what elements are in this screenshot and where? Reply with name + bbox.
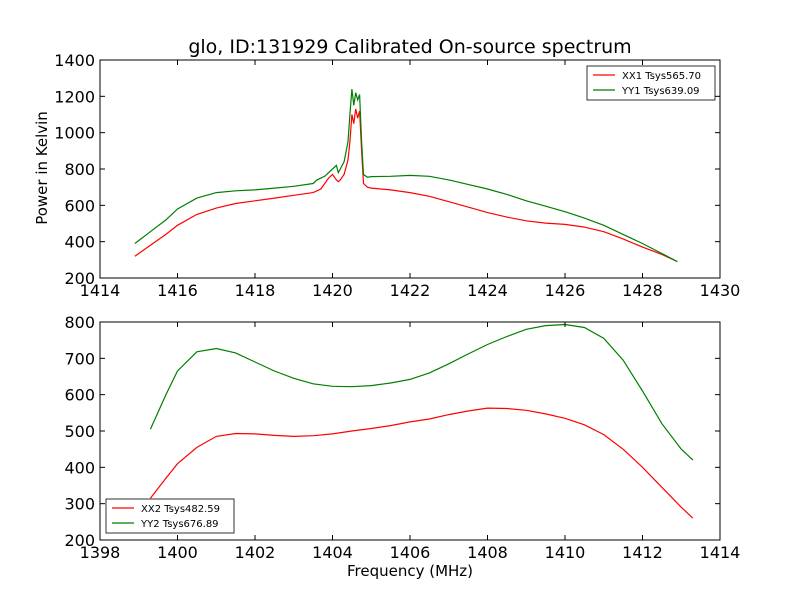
legend-1: XX1 Tsys565.70 YY1 Tsys639.09 xyxy=(586,65,716,101)
x-tick-label: 1424 xyxy=(467,281,508,300)
legend-entry: XX1 Tsys565.70 xyxy=(622,71,701,82)
x-tick-label: 1412 xyxy=(622,543,663,562)
x-tick-label: 1406 xyxy=(390,543,431,562)
x-tick-label: 1420 xyxy=(312,281,353,300)
series-line-2-2 xyxy=(149,323,694,461)
y-tick-label: 500 xyxy=(64,422,95,441)
x-tick-label: 1410 xyxy=(545,543,586,562)
y-tick-label: 600 xyxy=(64,386,95,405)
legend-box xyxy=(105,498,235,534)
chart-title: glo, ID:131929 Calibrated On-source spec… xyxy=(188,36,631,58)
series-line-1-2 xyxy=(134,89,678,263)
legend-entry: YY2 Tsys676.89 xyxy=(140,519,219,530)
y-tick-label: 1000 xyxy=(54,124,95,143)
legend-2: XX2 Tsys482.59 YY2 Tsys676.89 xyxy=(105,498,235,534)
series-line-2-1 xyxy=(149,407,694,519)
y-tick-label: 1400 xyxy=(54,51,95,70)
x-tick-label: 1414 xyxy=(700,543,741,562)
plots-group: 1414 1416 1418 1420 1422 1424 1426 1428 1430 200 4… xyxy=(54,51,740,562)
y-tick-label: 200 xyxy=(64,531,95,550)
y-tick-label: 400 xyxy=(64,458,95,477)
x-tick-label: 1428 xyxy=(622,281,663,300)
legend-entry: XX2 Tsys482.59 xyxy=(141,504,220,515)
y-tick-label: 800 xyxy=(64,313,95,332)
y-tick-label: 700 xyxy=(64,349,95,368)
x-tick-label: 1408 xyxy=(467,543,508,562)
x-tick-label: 1414 xyxy=(80,281,121,300)
x-tick-label: 1422 xyxy=(390,281,431,300)
x-tick-label: 1402 xyxy=(235,543,276,562)
series-line-1-1 xyxy=(134,108,678,263)
x-tick-label: 1398 xyxy=(80,543,121,562)
y-tick-label: 300 xyxy=(64,495,95,514)
x-tick-label: 1418 xyxy=(235,281,276,300)
y-tick-label: 600 xyxy=(64,196,95,215)
subplot-2: 1398 1400 1402 1404 1406 1408 1410 1412 1414 200 3… xyxy=(64,313,740,562)
x-tick-label: 1426 xyxy=(545,281,586,300)
legend-entry: YY1 Tsys639.09 xyxy=(621,86,700,97)
x-tick-label: 1400 xyxy=(157,543,198,562)
x-tick-label: 1416 xyxy=(157,281,198,300)
y-tick-label: 800 xyxy=(64,160,95,179)
y-tick-label: 400 xyxy=(64,233,95,252)
y-tick-label: 1200 xyxy=(54,87,95,106)
x-tick-label: 1430 xyxy=(700,281,741,300)
y-axis-label: Power in Kelvin xyxy=(33,111,51,225)
subplot-1: 1414 1416 1418 1420 1422 1424 1426 1428 1430 200 4… xyxy=(54,51,740,300)
x-tick-label: 1404 xyxy=(312,543,353,562)
y-tick-label: 200 xyxy=(64,269,95,288)
legend-box xyxy=(586,65,716,101)
x-axis-label: Frequency (MHz) xyxy=(347,562,473,580)
